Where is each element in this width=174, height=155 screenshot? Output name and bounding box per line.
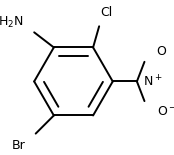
- Text: O: O: [157, 45, 166, 58]
- Text: O$^-$: O$^-$: [157, 105, 174, 118]
- Text: N$^+$: N$^+$: [143, 74, 163, 89]
- Text: Cl: Cl: [101, 6, 113, 19]
- Text: Br: Br: [11, 139, 25, 152]
- Text: H$_2$N: H$_2$N: [0, 15, 24, 30]
